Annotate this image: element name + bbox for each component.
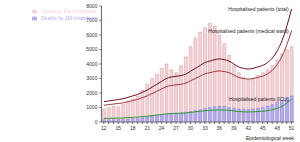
svg-text:15: 15 <box>115 125 121 131</box>
svg-text:24: 24 <box>159 125 165 131</box>
svg-text:27: 27 <box>173 125 179 131</box>
svg-text:Epidemiological week: Epidemiological week <box>246 135 292 141</box>
svg-text:8000: 8000 <box>86 3 97 9</box>
svg-text:6000: 6000 <box>86 32 97 38</box>
svg-text:2000: 2000 <box>86 90 97 96</box>
svg-text:18: 18 <box>130 125 136 131</box>
svg-text:Hospitalised patients (medical: Hospitalised patients (medical ward) <box>208 28 289 34</box>
svg-text:42: 42 <box>245 125 251 131</box>
svg-text:7000: 7000 <box>86 17 97 23</box>
svg-text:3000: 3000 <box>86 75 97 81</box>
svg-text:0: 0 <box>95 119 98 125</box>
svg-text:51: 51 <box>289 125 292 131</box>
svg-text:5000: 5000 <box>86 46 97 52</box>
svg-text:4000: 4000 <box>86 61 97 67</box>
svg-text:30: 30 <box>188 125 194 131</box>
svg-text:48: 48 <box>274 125 280 131</box>
svg-text:Hospitalised patients (ICU): Hospitalised patients (ICU) <box>229 96 289 102</box>
svg-text:1000: 1000 <box>86 104 97 110</box>
svg-text:12: 12 <box>101 125 107 131</box>
svg-text:39: 39 <box>231 125 237 131</box>
svg-text:36: 36 <box>217 125 223 131</box>
svg-text:Hospitalised patients (total): Hospitalised patients (total) <box>228 6 289 12</box>
svg-text:33: 33 <box>202 125 208 131</box>
svg-text:45: 45 <box>260 125 266 131</box>
svg-text:21: 21 <box>144 125 150 131</box>
